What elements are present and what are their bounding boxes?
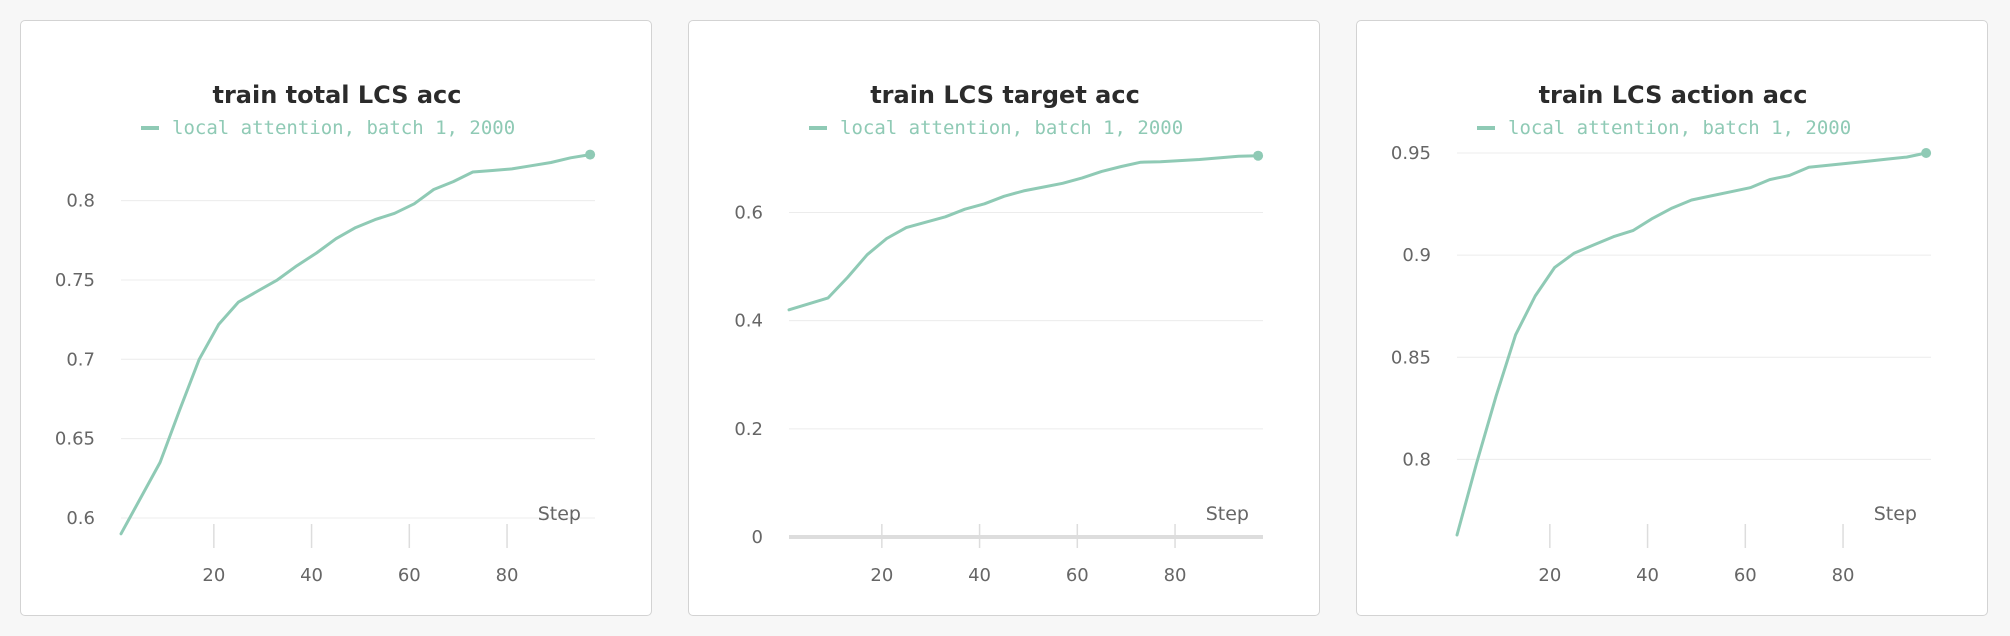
y-tick-label: 0.4 — [734, 311, 763, 332]
x-tick-label: 20 — [1538, 565, 1561, 586]
x-tick-label: 40 — [968, 565, 991, 586]
y-tick-label: 0.7 — [66, 349, 95, 370]
y-tick-label: 0.85 — [1391, 347, 1431, 368]
x-axis-label: Step — [1874, 503, 1917, 525]
chart-panel-lcs-action-acc[interactable]: train LCS action acc local attention, bat… — [1356, 20, 1988, 616]
legend-label: local attention, batch 1, 2000 — [1508, 117, 1851, 139]
x-tick-label: 60 — [398, 565, 421, 586]
x-axis-label: Step — [538, 503, 581, 525]
series-endpoint-marker[interactable] — [1253, 150, 1264, 161]
y-tick-label: 0.6 — [66, 508, 95, 529]
y-tick-label: 0.9 — [1402, 245, 1431, 266]
x-tick-label: 20 — [202, 565, 225, 586]
chart-svg: train total LCS acc local attention, batc… — [55, 81, 596, 586]
y-tick-label: 0.75 — [55, 270, 95, 291]
series-endpoint-marker[interactable] — [585, 149, 596, 160]
y-tick-label: 0.95 — [1391, 143, 1431, 164]
x-tick-label: 80 — [496, 565, 519, 586]
chart-title: train LCS action acc — [1539, 81, 1808, 109]
x-tick-label: 40 — [1636, 565, 1659, 586]
chart-title: train total LCS acc — [212, 81, 461, 109]
y-tick-label: 0.65 — [55, 429, 95, 450]
y-tick-label: 0.8 — [66, 191, 95, 212]
x-tick-label: 60 — [1734, 565, 1757, 586]
x-tick-label: 80 — [1832, 565, 1855, 586]
y-tick-label: 0.8 — [1402, 449, 1431, 470]
y-tick-label: 0.6 — [734, 202, 763, 223]
series-line[interactable] — [119, 153, 592, 536]
chart-panel-lcs-target-acc[interactable]: train LCS target acc local attention, bat… — [688, 20, 1320, 616]
series-line[interactable] — [787, 154, 1260, 312]
x-axis-label: Step — [1206, 503, 1249, 525]
x-tick-label: 20 — [870, 565, 893, 586]
x-tick-label: 80 — [1164, 565, 1187, 586]
legend-label: local attention, batch 1, 2000 — [840, 117, 1183, 139]
chart-svg: train LCS target acc local attention, bat… — [734, 81, 1264, 586]
x-tick-label: 40 — [300, 565, 323, 586]
series-line[interactable] — [1455, 151, 1928, 537]
chart-panel-total-lcs-acc[interactable]: train total LCS acc local attention, batc… — [20, 20, 652, 616]
chart-svg: train LCS action acc local attention, bat… — [1391, 81, 1932, 586]
legend-label: local attention, batch 1, 2000 — [172, 117, 515, 139]
y-tick-label: 0 — [752, 527, 763, 548]
x-tick-label: 60 — [1066, 565, 1089, 586]
series-endpoint-marker[interactable] — [1921, 148, 1932, 158]
chart-title: train LCS target acc — [870, 81, 1140, 109]
y-tick-label: 0.2 — [734, 419, 763, 440]
